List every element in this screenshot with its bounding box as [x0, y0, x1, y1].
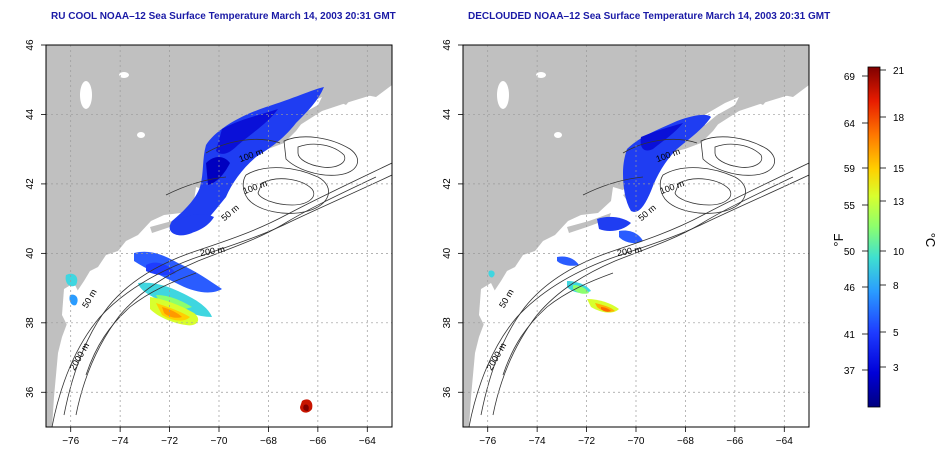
c-tick-label: 8 — [893, 281, 899, 292]
left-axes: −76 −74 −72 −70 −68 −66 −64 36 38 40 42 44 46 — [25, 39, 376, 447]
x-tick-label: −70 — [211, 436, 228, 447]
y-tick-label: 44 — [442, 108, 453, 120]
x-tick-label: −64 — [776, 436, 793, 447]
contour-label: 200 m — [199, 244, 225, 258]
celsius-label: °C — [923, 233, 938, 248]
map-grid — [46, 45, 392, 427]
c-tick-label: 3 — [893, 363, 899, 374]
x-tick-label: −74 — [529, 436, 546, 447]
y-tick-label: 38 — [442, 317, 453, 329]
x-tick-label: −76 — [62, 436, 79, 447]
f-tick-label: 37 — [844, 366, 856, 377]
y-tick-label: 42 — [442, 178, 453, 190]
x-tick-label: −68 — [677, 436, 694, 447]
x-tick-label: −70 — [628, 436, 645, 447]
c-tick-label: 21 — [893, 66, 905, 77]
y-tick-label: 36 — [442, 386, 453, 398]
right-panel-title: DECLOUDED NOAA–12 Sea Surface Temperatur… — [468, 11, 831, 22]
x-tick-label: −74 — [112, 436, 129, 447]
c-tick-label: 10 — [893, 247, 905, 258]
contour-label: 200 m — [616, 244, 642, 258]
x-tick-label: −68 — [260, 436, 277, 447]
x-tick-label: −66 — [309, 436, 326, 447]
f-tick-label: 69 — [844, 72, 856, 83]
y-tick-label: 46 — [442, 39, 453, 51]
x-tick-label: −72 — [161, 436, 178, 447]
y-tick-label: 38 — [25, 317, 36, 329]
y-tick-label: 44 — [25, 108, 36, 120]
y-tick-label: 42 — [25, 178, 36, 190]
c-tick-label: 15 — [893, 164, 905, 175]
y-tick-label: 36 — [25, 386, 36, 398]
temperature-colorbar: 69 64 59 55 50 46 41 37 21 18 15 13 10 8 5 3 °F °C — [831, 66, 938, 408]
y-tick-label: 40 — [442, 247, 453, 259]
y-tick-label: 46 — [25, 39, 36, 51]
x-tick-label: −66 — [726, 436, 743, 447]
left-panel-title: RU COOL NOAA–12 Sea Surface Temperature … — [51, 11, 396, 22]
f-tick-label: 59 — [844, 164, 856, 175]
x-tick-label: −76 — [479, 436, 496, 447]
c-tick-label: 13 — [893, 197, 905, 208]
x-tick-label: −64 — [359, 436, 376, 447]
right-axes: −76 −74 −72 −70 −68 −66 −64 36 38 40 42 44 46 — [442, 39, 793, 447]
c-tick-label: 18 — [893, 113, 905, 124]
f-tick-label: 50 — [844, 247, 856, 258]
c-tick-label: 5 — [893, 328, 899, 339]
fahrenheit-label: °F — [831, 233, 846, 246]
f-tick-label: 41 — [844, 330, 856, 341]
f-tick-label: 46 — [844, 283, 856, 294]
colorbar-ticks: 69 64 59 55 50 46 41 37 21 18 15 13 10 8 5 3 — [844, 66, 905, 377]
colorbar-gradient — [867, 66, 881, 408]
y-tick-label: 40 — [25, 247, 36, 259]
x-tick-label: −72 — [578, 436, 595, 447]
map-grid — [463, 45, 809, 427]
f-tick-label: 55 — [844, 201, 856, 212]
f-tick-label: 64 — [844, 119, 856, 130]
